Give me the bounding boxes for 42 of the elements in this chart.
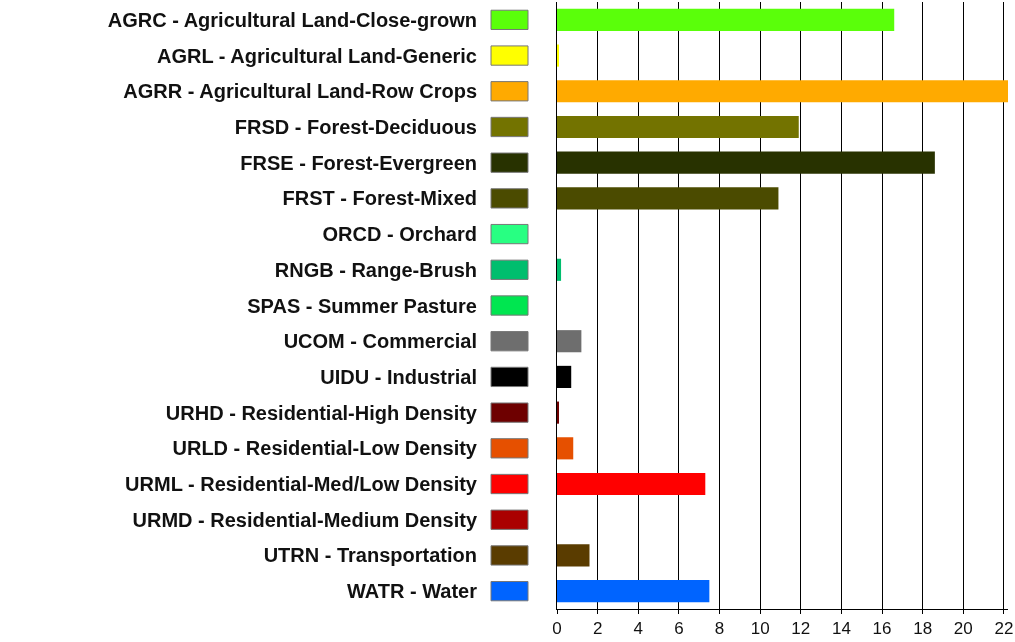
bar [557, 187, 779, 210]
y-tick-label: FRSD - Forest-Deciduous [234, 115, 477, 138]
y-tick-label: UTRN - Transportation [263, 544, 477, 567]
y-tick-label: URHD - Residential-High Density [165, 401, 478, 424]
x-tick-label: 14 [831, 619, 851, 639]
bar [557, 330, 582, 353]
y-tick-label: AGRC - Agricultural Land-Close-grown [107, 8, 477, 31]
bar [557, 437, 574, 460]
bar [557, 472, 706, 496]
x-tick-label: 6 [674, 619, 684, 639]
bar [557, 151, 935, 174]
y-tick-label: URLD - Residential-Low Density [172, 437, 478, 460]
y-tick-label: WATR - Water [347, 580, 478, 603]
x-tick-label: 4 [633, 619, 643, 639]
y-tick-label: SPAS - Summer Pasture [247, 294, 477, 317]
bar [557, 115, 799, 139]
y-tick-label: UCOM - Commercial [283, 330, 477, 353]
x-tick-label: 22 [994, 619, 1014, 639]
x-tick-label: 16 [872, 619, 892, 639]
x-tick-label: 0 [552, 619, 562, 639]
bar [557, 44, 560, 67]
x-tick-label: 12 [791, 619, 811, 639]
x-tick-label: 2 [592, 619, 603, 639]
x-tick-label: 10 [750, 619, 770, 639]
y-tick-label: FRSE - Forest-Evergreen [240, 151, 477, 174]
y-tick-label: RNGB - Range-Brush [274, 258, 477, 281]
y-tick-label: UIDU - Industrial [320, 365, 477, 388]
y-tick-label: AGRR - Agricultural Land-Row Crops [123, 80, 477, 103]
y-tick-label: FRST - Forest-Mixed [282, 187, 477, 210]
y-tick-label: AGRL - Agricultural Land-Generic [156, 44, 477, 67]
x-tick-label: 18 [913, 619, 933, 639]
bar [557, 401, 560, 424]
bar [557, 8, 895, 31]
bar [557, 580, 710, 603]
y-tick-label: URMD - Residential-Medium Density [132, 508, 478, 531]
x-tick-label: 20 [953, 619, 973, 639]
x-tick-label: 8 [714, 619, 725, 639]
y-tick-label: URML - Residential-Med/Low Density [125, 473, 478, 496]
bar [557, 80, 1008, 103]
bar [557, 544, 590, 567]
bar [557, 258, 562, 281]
y-tick-label: ORCD - Orchard [322, 223, 477, 246]
